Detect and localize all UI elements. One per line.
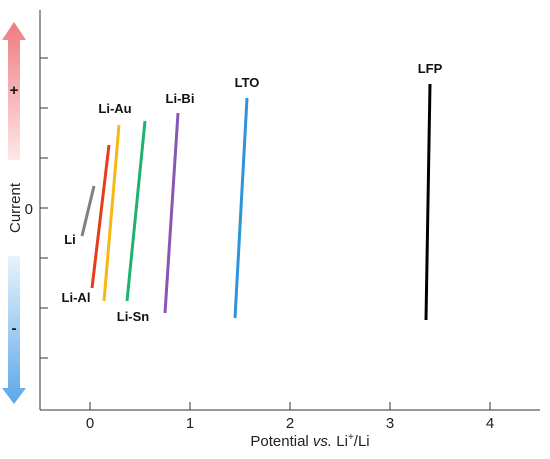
series-line-li-au — [102, 124, 121, 302]
series-label-lfp: LFP — [418, 61, 443, 76]
series-line-lfp — [424, 83, 432, 321]
y-ticks: 0 — [25, 57, 48, 359]
series-label-lto: LTO — [235, 75, 260, 90]
x-axis-label-vs: vs. — [313, 433, 332, 450]
x-axis-label-superscript: + — [348, 432, 354, 443]
x-ticks: 0 1 2 3 4 — [86, 402, 494, 432]
series-line-li-bi — [163, 112, 180, 314]
negative-current-arrow — [2, 256, 26, 404]
series-line-lto — [233, 97, 249, 319]
x-axis-label-li: Li — [332, 433, 348, 450]
current-arrow: + - Current — [2, 22, 26, 404]
series-line-li — [80, 185, 96, 237]
plot-frame — [39, 10, 540, 411]
x-tick-label: 2 — [286, 415, 294, 432]
x-axis-label-text: Potential — [250, 433, 313, 450]
series-lines — [80, 83, 432, 321]
series-label-li-sn: Li-Sn — [117, 309, 150, 324]
positive-current-arrow — [2, 22, 26, 160]
series-label-li-bi: Li-Bi — [166, 91, 195, 106]
x-axis-label: Potential vs. Li+/Li — [250, 432, 369, 450]
x-tick-label: 3 — [386, 415, 394, 432]
series-line-li-al — [90, 144, 111, 289]
series-labels: Li Li-Al Li-Au Li-Sn Li-Bi LTO LFP — [62, 61, 443, 324]
series-label-li-al: Li-Al — [62, 290, 91, 305]
x-tick-label: 4 — [486, 415, 494, 432]
series-label-li-au: Li-Au — [98, 101, 131, 116]
negative-sign-label: - — [12, 320, 17, 337]
x-tick-label: 0 — [86, 415, 94, 432]
series-line-li-sn — [125, 120, 147, 302]
series-label-li: Li — [64, 232, 76, 247]
x-axis-label-tail: /Li — [354, 433, 370, 450]
positive-sign-label: + — [10, 82, 19, 99]
y-axis-label: Current — [7, 182, 24, 233]
y-tick-label-zero: 0 — [25, 201, 33, 218]
x-tick-label: 1 — [186, 415, 194, 432]
